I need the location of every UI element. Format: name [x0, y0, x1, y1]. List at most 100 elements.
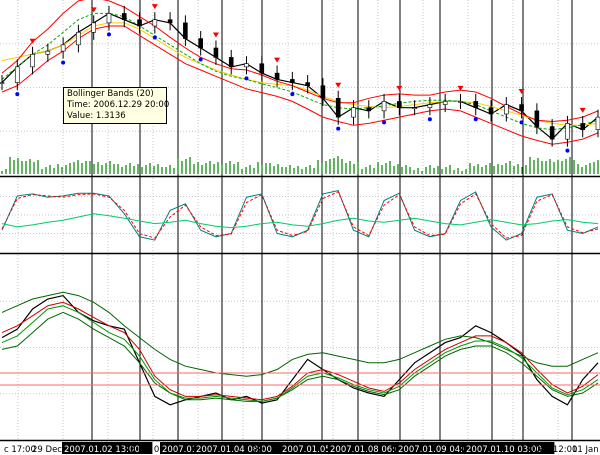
axis-label-2: 2007.01.02 13:00 — [64, 445, 140, 455]
candle-body-4 — [60, 44, 66, 52]
signal-dot-34 — [519, 120, 524, 125]
candle-body-39 — [595, 116, 600, 131]
candle-body-12 — [183, 22, 188, 39]
axis-label-10: 2007.01.10 03:00 — [466, 445, 542, 455]
axis-label-bg-10 — [464, 442, 555, 454]
candle-body-7 — [106, 13, 112, 24]
price-candles — [0, 4, 600, 153]
axis-label-5: 2007.01.04 08:00 — [196, 445, 272, 455]
signal-arrow-14 — [212, 32, 219, 38]
axis-label-8: 2007.01.08 06:00 — [330, 445, 406, 455]
signal-dot-19 — [290, 92, 295, 97]
candle-body-20 — [305, 82, 310, 87]
candle-body-25 — [381, 101, 387, 112]
axis-label-6: 00 — [252, 445, 263, 455]
candle-body-22 — [335, 97, 341, 118]
candle-body-9 — [137, 19, 142, 27]
series-2-4 — [1, 305, 599, 402]
candle-body-24 — [366, 107, 372, 112]
series-2-2 — [1, 291, 599, 377]
candle-body-2 — [30, 53, 35, 68]
signal-dot-31 — [473, 117, 478, 122]
signal-arrow-26 — [396, 85, 403, 91]
signal-arrow-2 — [29, 38, 36, 44]
tooltip-value: Value: 1.3136 — [67, 111, 126, 121]
candle-body-3 — [45, 50, 51, 55]
candle-body-5 — [76, 31, 81, 46]
signal-dot-10 — [152, 35, 157, 40]
signal-arrow-30 — [457, 85, 464, 91]
candle-body-32 — [488, 107, 494, 115]
axis-label-11: 0 Jan 12:00 — [529, 445, 577, 455]
candle-body-23 — [351, 107, 356, 118]
candle-body-18 — [274, 72, 280, 80]
signal-dot-4 — [61, 60, 66, 65]
signal-arrow-18 — [274, 57, 281, 63]
signal-dot-13 — [198, 57, 203, 62]
axis-label-12: 11 Jan 04 — [572, 445, 600, 455]
signal-arrow-6 — [90, 7, 97, 13]
signal-dot-7 — [106, 32, 111, 37]
candle-body-10 — [152, 19, 158, 27]
series-2-0 — [1, 294, 599, 406]
candle-body-35 — [534, 110, 540, 127]
candle-body-21 — [320, 85, 326, 99]
signal-dot-22 — [336, 126, 341, 131]
signal-arrow-38 — [579, 107, 586, 113]
axis-label-4: 2007.01.0 — [162, 445, 205, 455]
signal-dot-25 — [382, 120, 387, 125]
series-1-2 — [1, 213, 599, 229]
signal-dot-16 — [244, 76, 249, 81]
candle-body-27 — [412, 107, 417, 110]
candle-body-28 — [427, 104, 433, 109]
candle-body-11 — [167, 19, 173, 24]
indicator-series — [0, 0, 600, 406]
candle-body-26 — [397, 101, 402, 109]
candle-body-29 — [442, 101, 448, 105]
candle-body-14 — [213, 47, 219, 58]
tooltip-title: Bollinger Bands (20) — [67, 89, 154, 99]
axis-label-7: 2007.01.05 12 — [282, 445, 344, 455]
candle-body-17 — [259, 63, 265, 74]
candle-body-16 — [244, 63, 249, 68]
series-0-4 — [1, 25, 599, 145]
axis-label-1: 29 Dec 0 — [32, 445, 70, 455]
candle-body-38 — [580, 123, 586, 131]
series-1-1 — [1, 191, 599, 239]
signal-arrow-22 — [335, 82, 342, 88]
candle-body-37 — [565, 123, 570, 140]
axis-label-9: 2007.01.09 04:00 — [398, 445, 474, 455]
candle-body-31 — [473, 101, 479, 109]
panel-borders — [0, 175, 600, 442]
signal-dot-1 — [15, 92, 20, 97]
indicator-tooltip: Bollinger Bands (20) Time: 2006.12.29 20… — [63, 87, 170, 124]
axis-label-3: 3 Jan 02 — [130, 445, 165, 455]
axis-label-bg-9 — [396, 442, 487, 454]
series-0-3 — [1, 0, 599, 123]
candle-body-34 — [519, 104, 524, 112]
candle-body-30 — [458, 101, 463, 103]
candle-body-33 — [504, 104, 509, 115]
series-0-0 — [1, 12, 599, 140]
series-0-2 — [1, 12, 599, 131]
axis-label-bg-2 — [62, 442, 153, 454]
axis-label-bg-8 — [328, 442, 419, 454]
tooltip-time: Time: 2006.12.29 20:00 — [67, 100, 170, 110]
candle-body-6 — [91, 22, 96, 33]
signal-arrow-10 — [151, 4, 158, 10]
candle-body-15 — [228, 57, 234, 68]
axis-label-bg-5 — [194, 442, 285, 454]
candle-body-1 — [14, 66, 20, 83]
candle-body-8 — [121, 13, 127, 21]
candle-body-13 — [198, 38, 203, 49]
candle-body-36 — [549, 126, 555, 140]
series-0-1 — [1, 22, 599, 126]
signal-dot-28 — [427, 117, 432, 122]
signal-dot-37 — [565, 148, 570, 153]
candle-body-19 — [290, 79, 295, 83]
axis-label-0: c 17:00 — [4, 445, 36, 455]
series-2-1 — [1, 301, 599, 401]
volume-histogram — [1, 156, 599, 174]
